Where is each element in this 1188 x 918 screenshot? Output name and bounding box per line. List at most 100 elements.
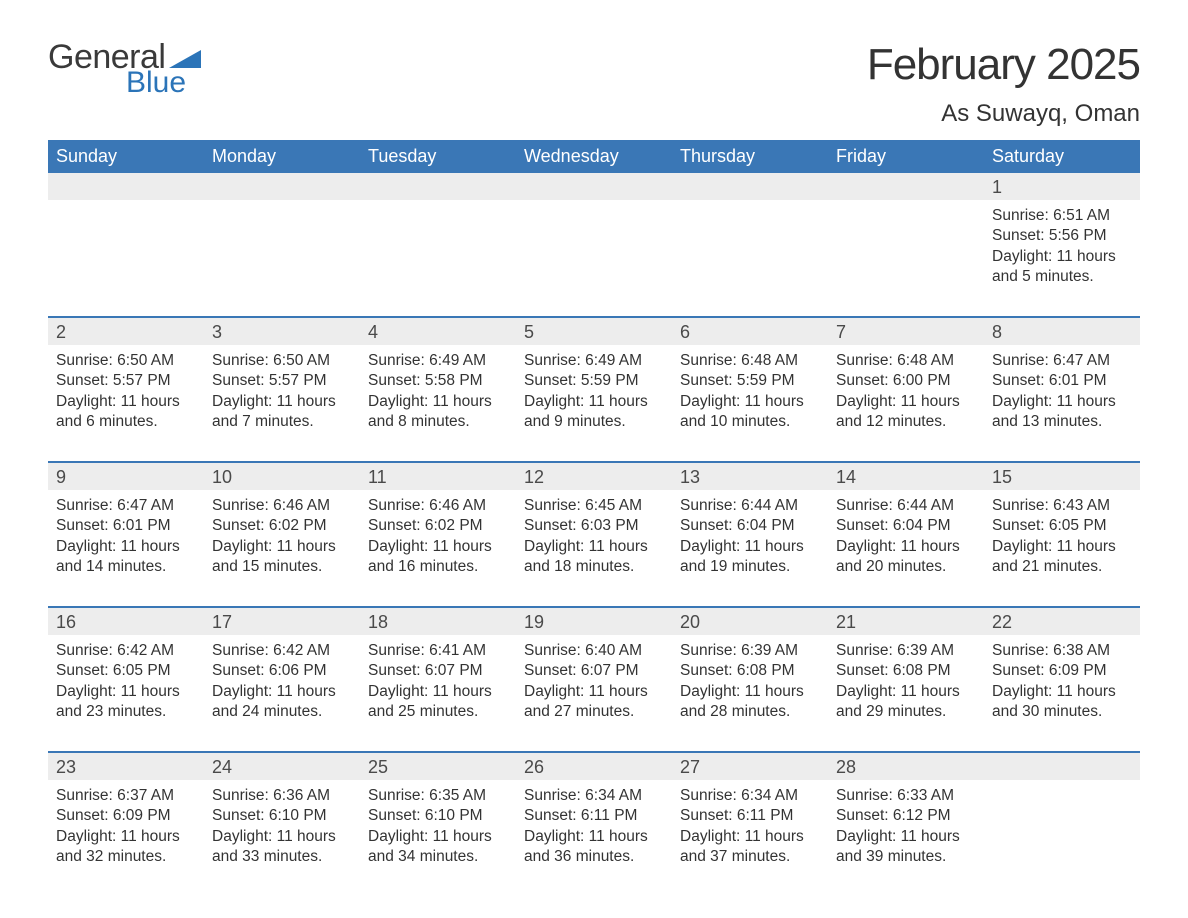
- day-number: 8: [984, 318, 1140, 345]
- daynum-row: 16171819202122: [48, 608, 1140, 635]
- sunrise-text: Sunrise: 6:47 AM: [992, 351, 1132, 371]
- sunset-text: Sunset: 6:00 PM: [836, 371, 976, 391]
- sunset-text: Sunset: 6:11 PM: [680, 806, 820, 826]
- day-number: 2: [48, 318, 204, 345]
- sunset-text: Sunset: 6:07 PM: [368, 661, 508, 681]
- sunrise-text: Sunrise: 6:44 AM: [836, 496, 976, 516]
- day-cell: Sunrise: 6:50 AMSunset: 5:57 PMDaylight:…: [48, 345, 204, 437]
- day-cell: [672, 200, 828, 292]
- sunrise-text: Sunrise: 6:49 AM: [524, 351, 664, 371]
- day-cell: Sunrise: 6:51 AMSunset: 5:56 PMDaylight:…: [984, 200, 1140, 292]
- daylight-text: Daylight: 11 hours and 28 minutes.: [680, 682, 820, 723]
- sunrise-text: Sunrise: 6:41 AM: [368, 641, 508, 661]
- title-block: February 2025 As Suwayq, Oman: [867, 40, 1140, 128]
- sunrise-text: Sunrise: 6:48 AM: [836, 351, 976, 371]
- daylight-text: Daylight: 11 hours and 21 minutes.: [992, 537, 1132, 578]
- daylight-text: Daylight: 11 hours and 37 minutes.: [680, 827, 820, 868]
- daylight-text: Daylight: 11 hours and 32 minutes.: [56, 827, 196, 868]
- sunset-text: Sunset: 6:03 PM: [524, 516, 664, 536]
- day-cell: Sunrise: 6:47 AMSunset: 6:01 PMDaylight:…: [984, 345, 1140, 437]
- day-cell: Sunrise: 6:39 AMSunset: 6:08 PMDaylight:…: [828, 635, 984, 727]
- sunset-text: Sunset: 6:11 PM: [524, 806, 664, 826]
- daynum-row: 1: [48, 173, 1140, 200]
- day-cell: Sunrise: 6:40 AMSunset: 6:07 PMDaylight:…: [516, 635, 672, 727]
- day-cell: Sunrise: 6:42 AMSunset: 6:05 PMDaylight:…: [48, 635, 204, 727]
- sunset-text: Sunset: 5:56 PM: [992, 226, 1132, 246]
- daynum-row: 9101112131415: [48, 463, 1140, 490]
- day-cell: Sunrise: 6:48 AMSunset: 6:00 PMDaylight:…: [828, 345, 984, 437]
- daylight-text: Daylight: 11 hours and 13 minutes.: [992, 392, 1132, 433]
- dow-monday: Monday: [204, 140, 360, 173]
- day-number: 5: [516, 318, 672, 345]
- day-number: 18: [360, 608, 516, 635]
- sunset-text: Sunset: 6:04 PM: [836, 516, 976, 536]
- day-number: [204, 173, 360, 200]
- page-header: General Blue February 2025 As Suwayq, Om…: [48, 40, 1140, 128]
- day-cell: [204, 200, 360, 292]
- sunset-text: Sunset: 6:10 PM: [212, 806, 352, 826]
- week-row: 9101112131415Sunrise: 6:47 AMSunset: 6:0…: [48, 461, 1140, 582]
- sunset-text: Sunset: 6:05 PM: [56, 661, 196, 681]
- daylight-text: Daylight: 11 hours and 36 minutes.: [524, 827, 664, 868]
- sunrise-text: Sunrise: 6:44 AM: [680, 496, 820, 516]
- day-number: 22: [984, 608, 1140, 635]
- sunrise-text: Sunrise: 6:35 AM: [368, 786, 508, 806]
- cells-row: Sunrise: 6:42 AMSunset: 6:05 PMDaylight:…: [48, 635, 1140, 727]
- daylight-text: Daylight: 11 hours and 12 minutes.: [836, 392, 976, 433]
- day-number: [360, 173, 516, 200]
- day-number: 12: [516, 463, 672, 490]
- day-cell: Sunrise: 6:35 AMSunset: 6:10 PMDaylight:…: [360, 780, 516, 872]
- sunset-text: Sunset: 6:04 PM: [680, 516, 820, 536]
- cells-row: Sunrise: 6:47 AMSunset: 6:01 PMDaylight:…: [48, 490, 1140, 582]
- daylight-text: Daylight: 11 hours and 34 minutes.: [368, 827, 508, 868]
- day-cell: Sunrise: 6:34 AMSunset: 6:11 PMDaylight:…: [672, 780, 828, 872]
- daylight-text: Daylight: 11 hours and 24 minutes.: [212, 682, 352, 723]
- sunrise-text: Sunrise: 6:42 AM: [56, 641, 196, 661]
- day-of-week-header: SundayMondayTuesdayWednesdayThursdayFrid…: [48, 140, 1140, 173]
- sunset-text: Sunset: 6:09 PM: [56, 806, 196, 826]
- day-cell: Sunrise: 6:49 AMSunset: 5:58 PMDaylight:…: [360, 345, 516, 437]
- dow-saturday: Saturday: [984, 140, 1140, 173]
- sunrise-text: Sunrise: 6:39 AM: [836, 641, 976, 661]
- day-cell: [360, 200, 516, 292]
- day-number: 27: [672, 753, 828, 780]
- daylight-text: Daylight: 11 hours and 33 minutes.: [212, 827, 352, 868]
- sunrise-text: Sunrise: 6:50 AM: [212, 351, 352, 371]
- day-cell: Sunrise: 6:41 AMSunset: 6:07 PMDaylight:…: [360, 635, 516, 727]
- day-number: 10: [204, 463, 360, 490]
- sunrise-text: Sunrise: 6:39 AM: [680, 641, 820, 661]
- sunrise-text: Sunrise: 6:33 AM: [836, 786, 976, 806]
- day-number: [828, 173, 984, 200]
- day-number: 13: [672, 463, 828, 490]
- day-cell: [984, 780, 1140, 872]
- day-cell: Sunrise: 6:42 AMSunset: 6:06 PMDaylight:…: [204, 635, 360, 727]
- sunset-text: Sunset: 6:05 PM: [992, 516, 1132, 536]
- day-cell: Sunrise: 6:43 AMSunset: 6:05 PMDaylight:…: [984, 490, 1140, 582]
- sunrise-text: Sunrise: 6:34 AM: [524, 786, 664, 806]
- day-number: 25: [360, 753, 516, 780]
- dow-friday: Friday: [828, 140, 984, 173]
- day-cell: [516, 200, 672, 292]
- sunrise-text: Sunrise: 6:36 AM: [212, 786, 352, 806]
- day-number: 23: [48, 753, 204, 780]
- daylight-text: Daylight: 11 hours and 8 minutes.: [368, 392, 508, 433]
- sunset-text: Sunset: 6:10 PM: [368, 806, 508, 826]
- day-cell: Sunrise: 6:47 AMSunset: 6:01 PMDaylight:…: [48, 490, 204, 582]
- day-number: 28: [828, 753, 984, 780]
- sunrise-text: Sunrise: 6:34 AM: [680, 786, 820, 806]
- sunrise-text: Sunrise: 6:38 AM: [992, 641, 1132, 661]
- day-cell: Sunrise: 6:48 AMSunset: 5:59 PMDaylight:…: [672, 345, 828, 437]
- sunrise-text: Sunrise: 6:42 AM: [212, 641, 352, 661]
- day-cell: Sunrise: 6:46 AMSunset: 6:02 PMDaylight:…: [204, 490, 360, 582]
- sunset-text: Sunset: 6:02 PM: [212, 516, 352, 536]
- sunset-text: Sunset: 6:09 PM: [992, 661, 1132, 681]
- sunrise-text: Sunrise: 6:50 AM: [56, 351, 196, 371]
- day-number: 6: [672, 318, 828, 345]
- day-number: 16: [48, 608, 204, 635]
- sunset-text: Sunset: 5:58 PM: [368, 371, 508, 391]
- day-cell: Sunrise: 6:38 AMSunset: 6:09 PMDaylight:…: [984, 635, 1140, 727]
- dow-thursday: Thursday: [672, 140, 828, 173]
- day-number: 21: [828, 608, 984, 635]
- sunset-text: Sunset: 6:12 PM: [836, 806, 976, 826]
- day-cell: [48, 200, 204, 292]
